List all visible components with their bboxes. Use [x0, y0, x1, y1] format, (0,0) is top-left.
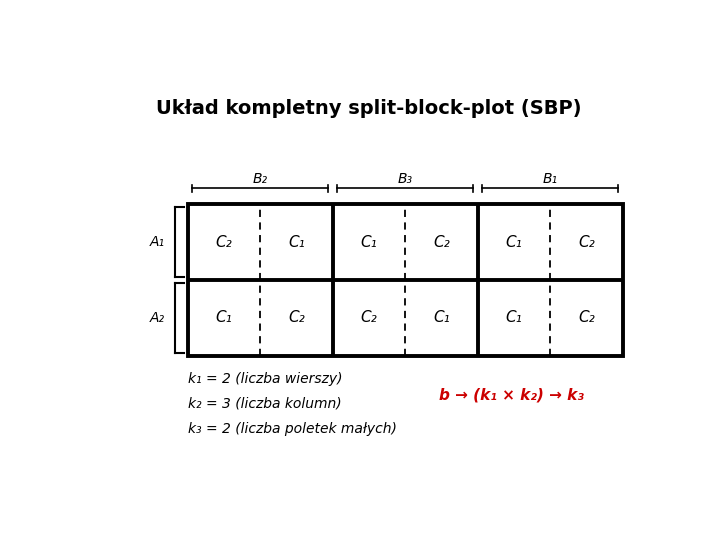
Text: B₁: B₁ — [543, 172, 558, 186]
Text: C₁: C₁ — [505, 234, 523, 249]
Text: k₃ = 2 (liczba poletek małych): k₃ = 2 (liczba poletek małych) — [188, 422, 397, 436]
Text: Układ kompletny split-block-plot (SBP): Układ kompletny split-block-plot (SBP) — [156, 99, 582, 118]
Text: C₁: C₁ — [433, 310, 450, 326]
Text: k₂ = 3 (liczba kolumn): k₂ = 3 (liczba kolumn) — [188, 397, 341, 411]
Text: B₂: B₂ — [253, 172, 268, 186]
Text: B₃: B₃ — [397, 172, 413, 186]
Text: b → (k₁ × k₂) → k₃: b → (k₁ × k₂) → k₃ — [439, 388, 584, 403]
Text: C₂: C₂ — [361, 310, 377, 326]
Text: C₁: C₁ — [215, 310, 233, 326]
Text: C₂: C₂ — [433, 234, 450, 249]
Text: C₁: C₁ — [505, 310, 523, 326]
Text: C₂: C₂ — [215, 234, 233, 249]
Bar — [188, 204, 623, 356]
Text: C₁: C₁ — [288, 234, 305, 249]
Text: C₁: C₁ — [361, 234, 377, 249]
Text: C₂: C₂ — [578, 310, 595, 326]
Text: k₁ = 2 (liczba wierszy): k₁ = 2 (liczba wierszy) — [188, 372, 342, 386]
Text: C₂: C₂ — [578, 234, 595, 249]
Text: A₂: A₂ — [149, 311, 165, 325]
Text: A₁: A₁ — [149, 235, 165, 249]
Text: C₂: C₂ — [288, 310, 305, 326]
